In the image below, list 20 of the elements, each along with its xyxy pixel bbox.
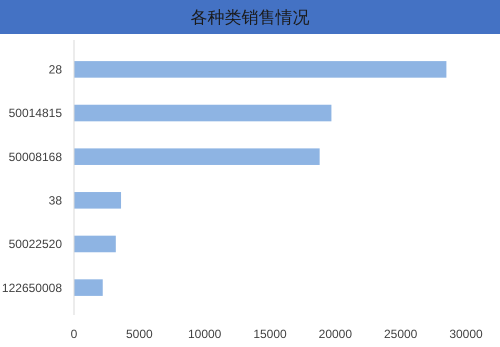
y-tick-label: 50008168 xyxy=(8,150,62,164)
x-tick-label: 15000 xyxy=(253,327,288,341)
x-tick-label: 30000 xyxy=(449,327,484,341)
bar xyxy=(74,61,446,78)
y-tick-label: 50022520 xyxy=(8,237,62,252)
x-tick-label: 10000 xyxy=(188,327,222,341)
bar xyxy=(74,236,116,252)
x-tick-label: 5000 xyxy=(126,327,154,341)
x-tick-label: 25000 xyxy=(384,327,418,341)
y-tick-label: 50014815 xyxy=(8,106,62,120)
bar xyxy=(74,104,332,122)
x-tick-label: 0 xyxy=(70,327,78,341)
y-tick-label: 28 xyxy=(48,62,62,77)
chart-title: 各种类销售情况 xyxy=(190,8,310,28)
bar xyxy=(74,192,122,209)
bar xyxy=(74,279,103,296)
bar xyxy=(74,148,320,165)
x-tick-label: 20000 xyxy=(318,327,352,341)
y-tick-label: 38 xyxy=(48,194,62,208)
y-tick-label: 122650008 xyxy=(2,280,62,295)
